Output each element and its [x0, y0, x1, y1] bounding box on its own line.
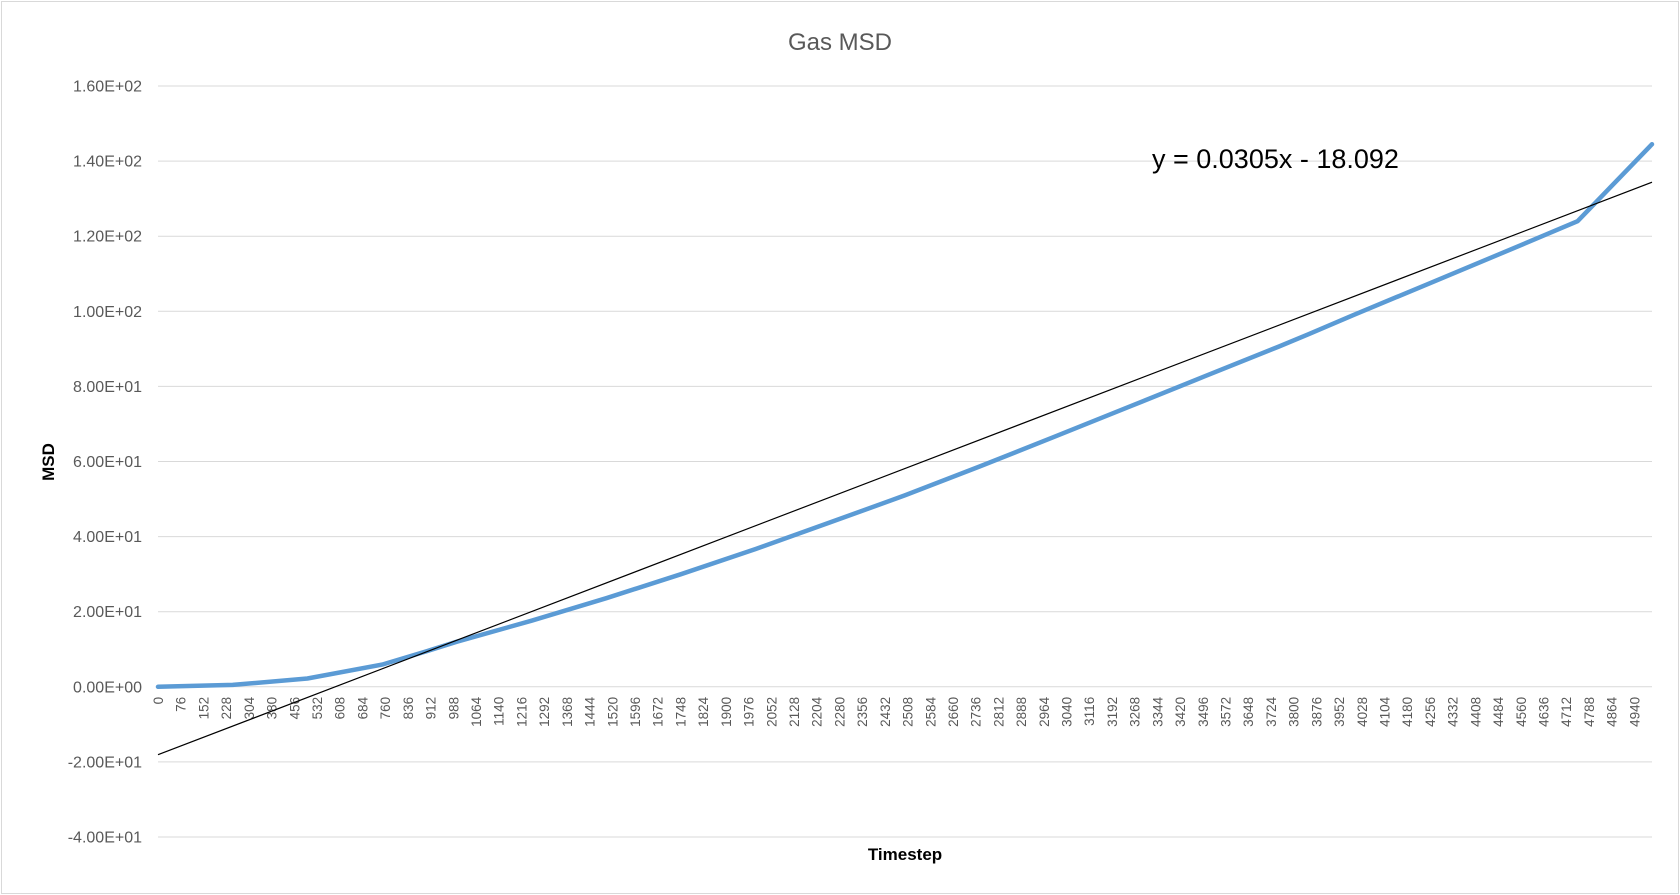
x-tick-label: 1900 — [719, 697, 734, 727]
x-tick-label: 1292 — [537, 697, 552, 727]
x-tick-label: 3800 — [1287, 697, 1302, 727]
x-tick-label: 1216 — [514, 697, 529, 727]
x-tick-label: 608 — [333, 697, 348, 720]
x-tick-label: 2432 — [878, 697, 893, 727]
series-line — [155, 141, 1655, 690]
x-tick-label: 3040 — [1060, 697, 1075, 727]
x-tick-label: 4788 — [1582, 697, 1597, 727]
x-tick-label: 532 — [310, 697, 325, 720]
x-axis-title: Timestep — [868, 845, 942, 864]
x-tick-label: 4560 — [1514, 697, 1529, 727]
y-tick-label: 1.40E+02 — [73, 154, 142, 171]
x-tick-label: 2812 — [991, 697, 1006, 727]
x-tick-label: 3952 — [1332, 697, 1347, 727]
x-tick-label: 4256 — [1423, 697, 1438, 727]
x-tick-label: 3344 — [1150, 696, 1165, 727]
x-tick-label: 4332 — [1446, 697, 1461, 727]
y-tick-label: 6.00E+01 — [73, 454, 142, 471]
x-tick-label: 2660 — [946, 697, 961, 727]
x-tick-label: 2508 — [901, 697, 916, 727]
x-tick-label: 912 — [424, 697, 439, 720]
x-tick-label: 1368 — [560, 697, 575, 727]
y-tick-label: 0.00E+00 — [73, 679, 142, 696]
x-tick-label: 3192 — [1105, 697, 1120, 727]
x-tick-label: 3268 — [1128, 697, 1143, 727]
x-tick-label: 1140 — [492, 697, 507, 726]
y-tick-label: 1.00E+02 — [73, 304, 142, 321]
trendline — [157, 181, 1653, 756]
y-tick-label: 1.20E+02 — [73, 229, 142, 246]
y-tick-label: 4.00E+01 — [73, 529, 142, 546]
x-tick-label: 4408 — [1468, 697, 1483, 727]
x-tick-label: 836 — [401, 697, 416, 720]
y-tick-label: 1.60E+02 — [73, 79, 142, 96]
x-tick-label: 2736 — [969, 697, 984, 727]
y-tick-label: -4.00E+01 — [68, 830, 142, 847]
y-tick-label: 2.00E+01 — [73, 604, 142, 621]
x-tick-label: 228 — [219, 697, 234, 720]
x-tick-label: 4104 — [1378, 696, 1393, 727]
x-tick-label: 3876 — [1309, 697, 1324, 727]
x-tick-label: 2964 — [1037, 696, 1052, 727]
x-tick-label: 988 — [446, 697, 461, 720]
x-tick-label: 2204 — [810, 696, 825, 727]
x-tick-label: 380 — [265, 697, 280, 720]
x-tick-label: 2280 — [832, 697, 847, 727]
x-tick-label: 304 — [242, 696, 257, 719]
x-tick-label: 2888 — [1014, 697, 1029, 727]
trendline-equation: y = 0.0305x - 18.092 — [1152, 144, 1399, 174]
x-tick-label: 684 — [355, 696, 370, 719]
x-tick-label: 2128 — [787, 697, 802, 727]
x-tick-label: 1064 — [469, 696, 484, 727]
x-tick-label: 0 — [151, 697, 166, 705]
x-tick-label: 4940 — [1627, 697, 1642, 727]
y-axis-title: MSD — [39, 443, 58, 481]
x-tick-label: 3116 — [1082, 697, 1097, 726]
x-tick-label: 4180 — [1400, 697, 1415, 727]
x-tick-label: 3724 — [1264, 696, 1279, 727]
x-tick-label: 4028 — [1355, 697, 1370, 727]
y-tick-label: 8.00E+01 — [73, 379, 142, 396]
x-tick-label: 4484 — [1491, 696, 1506, 727]
x-tick-label: 1596 — [628, 697, 643, 727]
x-tick-label: 4864 — [1605, 696, 1620, 727]
x-tick-label: 152 — [196, 697, 211, 720]
x-tick-label: 4636 — [1537, 697, 1552, 727]
gridlines — [158, 85, 1652, 838]
x-tick-label: 760 — [378, 697, 393, 720]
x-tick-label: 4712 — [1559, 697, 1574, 727]
x-tick-label: 2356 — [855, 697, 870, 727]
x-tick-label: 1976 — [742, 697, 757, 727]
chart-title: Gas MSD — [788, 29, 892, 56]
x-tick-label: 1672 — [651, 697, 666, 727]
trendline-layer — [157, 181, 1653, 756]
x-tick-label: 1824 — [696, 696, 711, 727]
y-tick-labels: -4.00E+01 -2.00E+01 0.00E+00 2.00E+01 4.00E+… — [68, 79, 142, 847]
series-layer — [155, 141, 1655, 690]
x-tick-label: 3420 — [1173, 697, 1188, 727]
x-tick-label: 1748 — [673, 697, 688, 727]
x-tick-label: 3572 — [1219, 697, 1234, 727]
x-tick-label: 456 — [287, 697, 302, 720]
x-tick-label: 76 — [174, 697, 189, 712]
x-tick-label: 2052 — [764, 697, 779, 727]
x-tick-label: 2584 — [923, 696, 938, 727]
x-tick-label: 3496 — [1196, 697, 1211, 727]
x-tick-label: 3648 — [1241, 697, 1256, 727]
x-tick-labels: 0 76 152 228 304 380 456 532 608 684 760 836 912 988 1… — [151, 696, 1642, 727]
x-tick-label: 1520 — [605, 697, 620, 727]
y-tick-label: -2.00E+01 — [68, 754, 142, 771]
x-tick-label: 1444 — [583, 696, 598, 727]
